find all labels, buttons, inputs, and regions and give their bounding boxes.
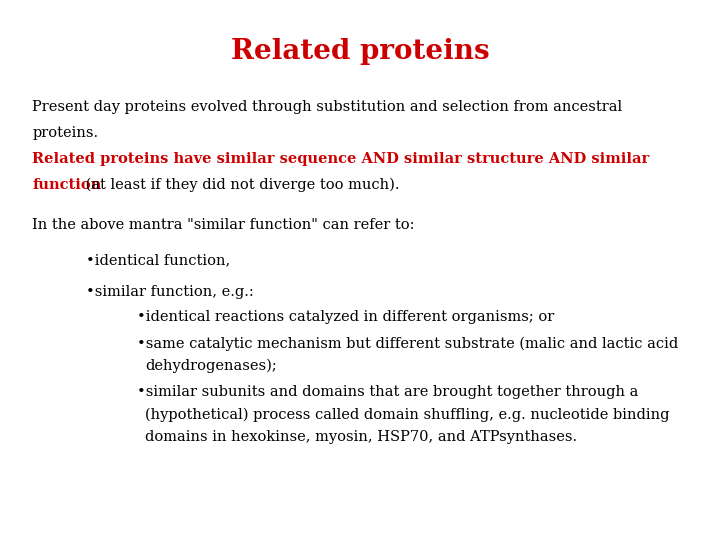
- Text: function: function: [32, 178, 102, 192]
- Text: Related proteins have similar sequence AND similar structure AND similar: Related proteins have similar sequence A…: [32, 152, 649, 166]
- Text: •similar function, e.g.:: •similar function, e.g.:: [86, 285, 254, 299]
- Text: Present day proteins evolved through substitution and selection from ancestral: Present day proteins evolved through sub…: [32, 100, 623, 114]
- Text: •same catalytic mechanism but different substrate (malic and lactic acid: •same catalytic mechanism but different …: [137, 336, 678, 351]
- Text: •identical reactions catalyzed in different organisms; or: •identical reactions catalyzed in differ…: [137, 310, 554, 325]
- Text: domains in hexokinse, myosin, HSP70, and ATPsynthases.: domains in hexokinse, myosin, HSP70, and…: [145, 430, 577, 444]
- Text: proteins.: proteins.: [32, 126, 99, 140]
- Text: (at least if they did not diverge too much).: (at least if they did not diverge too mu…: [81, 178, 400, 192]
- Text: Related proteins: Related proteins: [230, 38, 490, 65]
- Text: •identical function,: •identical function,: [86, 253, 230, 267]
- Text: (hypothetical) process called domain shuffling, e.g. nucleotide binding: (hypothetical) process called domain shu…: [145, 408, 670, 422]
- Text: In the above mantra "similar function" can refer to:: In the above mantra "similar function" c…: [32, 218, 415, 232]
- Text: •similar subunits and domains that are brought together through a: •similar subunits and domains that are b…: [137, 385, 638, 399]
- Text: dehydrogenases);: dehydrogenases);: [145, 359, 277, 374]
